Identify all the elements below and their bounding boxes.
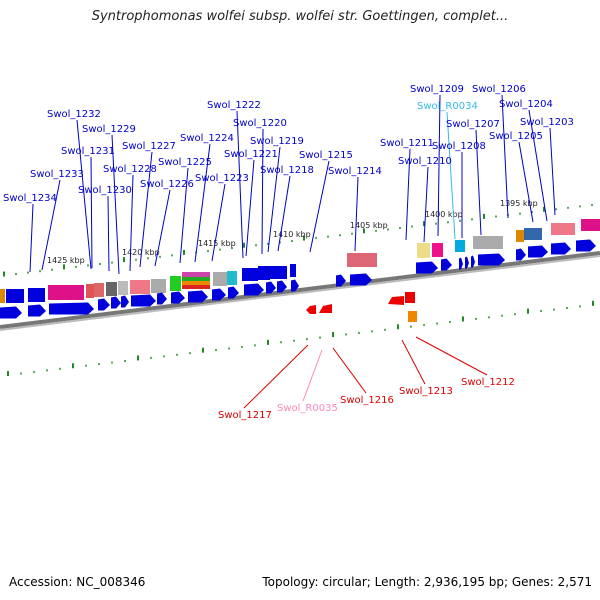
gene-arrow	[416, 261, 438, 274]
gene-label[interactable]: Swol_1203	[520, 117, 574, 128]
gene-label[interactable]: Swol_1229	[82, 124, 136, 135]
gene-label[interactable]: Swol_1210	[398, 156, 452, 167]
gene-arrow	[266, 281, 276, 294]
gene-label[interactable]: Swol_1207	[446, 119, 500, 130]
gene-label[interactable]: Swol_1228	[103, 164, 157, 175]
gene-label[interactable]: Swol_1222	[207, 100, 261, 111]
gene-arrow	[244, 283, 264, 296]
gene-arrow	[576, 239, 596, 252]
forward-genes-row	[0, 239, 596, 319]
gene-arrow	[49, 302, 94, 315]
gene-label[interactable]: Swol_1230	[78, 185, 132, 196]
gene-arrow	[441, 258, 452, 271]
gene-label[interactable]: Swol_1233	[30, 169, 84, 180]
gene-arrow	[350, 273, 372, 286]
gene-arrow	[336, 274, 346, 287]
kbp-label: 1420 kbp	[122, 248, 160, 257]
gene-label[interactable]: Swol_1209	[410, 84, 464, 95]
gene-arrow	[98, 298, 110, 311]
accession-text: Accession: NC_008346	[9, 575, 146, 589]
gene-label[interactable]: Swol_1212	[461, 377, 515, 388]
gene-label[interactable]: Swol_1206	[472, 84, 526, 95]
gene-label[interactable]: Swol_1208	[432, 141, 486, 152]
gene-label[interactable]: Swol_1211	[380, 138, 434, 149]
gene-arrow	[212, 288, 226, 301]
gene-label[interactable]: Swol_1219	[250, 136, 304, 147]
gene-label[interactable]: Swol_1224	[180, 133, 234, 144]
genome-backbone	[0, 251, 600, 331]
gene-arrow	[291, 279, 299, 292]
gene-arrow	[516, 248, 526, 261]
leader-lines	[29, 94, 556, 409]
topology-text: Topology: circular; Length: 2,936,195 bp…	[262, 575, 592, 589]
gene-arrow	[471, 255, 475, 268]
gene-label[interactable]: Swol_R0035	[277, 403, 338, 414]
gene-arrow	[131, 294, 156, 307]
kbp-label: 1425 kbp	[47, 256, 85, 265]
kbp-label: 1400 kbp	[425, 210, 463, 219]
kbp-scale: 1425 kbp 1420 kbp 1415 kbp 1410 kbp 1405 kbp…	[3, 199, 593, 277]
gene-arrow	[528, 245, 548, 258]
gene-label[interactable]: Swol_1218	[260, 165, 314, 176]
gene-arrow	[111, 296, 121, 309]
gene-arrow	[228, 286, 239, 299]
lower-scale	[7, 300, 594, 377]
upper-feature-row	[0, 219, 600, 303]
gene-arrow	[121, 295, 129, 308]
gene-label[interactable]: Swol_1221	[224, 149, 278, 160]
gene-label[interactable]: Swol_1226	[140, 179, 194, 190]
gene-label[interactable]: Swol_R0034	[417, 101, 478, 112]
gene-arrow	[0, 306, 22, 319]
gene-label[interactable]: Swol_1213	[399, 386, 453, 397]
gene-label[interactable]: Swol_1231	[61, 146, 115, 157]
gene-label[interactable]: Swol_1220	[233, 118, 287, 129]
gene-arrow	[551, 242, 571, 255]
gene-arrow	[171, 291, 185, 304]
gene-label[interactable]: Swol_1214	[328, 166, 382, 177]
gene-arrow	[465, 256, 469, 269]
gene-label[interactable]: Swol_1205	[489, 131, 543, 142]
gene-label[interactable]: Swol_1216	[340, 395, 394, 406]
map-title: Syntrophomonas wolfei subsp. wolfei str.…	[91, 9, 509, 24]
gene-label[interactable]: Swol_1234	[3, 193, 57, 204]
gene-arrow	[28, 304, 46, 317]
gene-arrow	[478, 253, 505, 266]
gene-label[interactable]: Swol_1225	[158, 157, 212, 168]
gene-label[interactable]: Swol_1223	[195, 173, 249, 184]
kbp-label: 1415 kbp	[198, 239, 236, 248]
gene-arrow	[277, 280, 287, 293]
reverse-genes-row	[306, 292, 417, 322]
gene-label[interactable]: Swol_1204	[499, 99, 553, 110]
kbp-label: 1410 kbp	[273, 230, 311, 239]
gene-labels: Swol_1234 Swol_1233 Swol_1232 Swol_1231 Swol…	[3, 84, 574, 421]
gene-label[interactable]: Swol_1232	[47, 109, 101, 120]
kbp-label: 1405 kbp	[350, 221, 388, 230]
gene-label[interactable]: Swol_1215	[299, 150, 353, 161]
gene-arrow	[188, 290, 208, 303]
gene-arrow	[157, 292, 167, 305]
gene-label[interactable]: Swol_1227	[122, 141, 176, 152]
gene-arrow	[459, 257, 463, 270]
gene-label[interactable]: Swol_1217	[218, 410, 272, 421]
kbp-label: 1395 kbp	[500, 199, 538, 208]
